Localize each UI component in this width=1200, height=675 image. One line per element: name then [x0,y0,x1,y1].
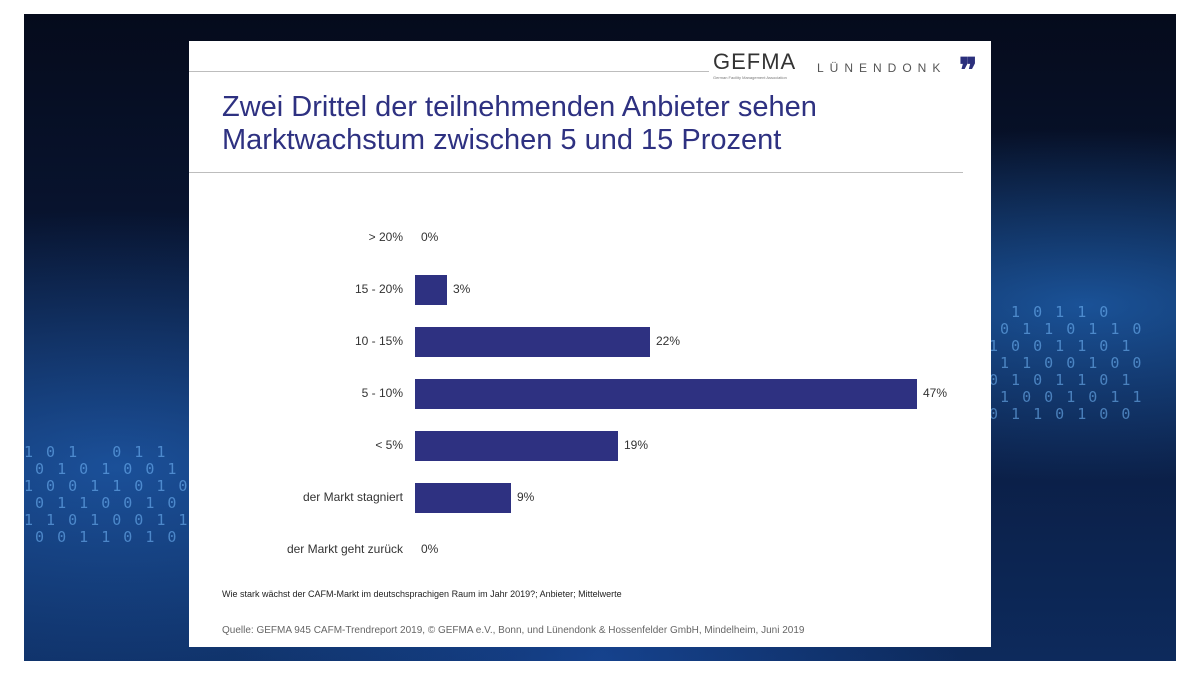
binary-digits-left: 1 0 1 0 1 1 0 1 0 1 0 0 1 1 0 0 1 1 0 1 … [24,443,190,546]
value-label: 47% [923,386,948,400]
value-label: 9% [517,490,535,504]
bar [415,431,618,461]
slide-card: GEFMA German Facility Management Associa… [189,41,991,647]
title-line-2: Marktwachstum zwischen 5 und 15 Prozent [222,124,782,156]
gefma-logo: GEFMA [713,49,797,74]
category-label: > 20% [368,230,403,244]
value-label: 0% [421,542,439,556]
lunendonk-quote-icon: ❞ [959,51,978,91]
bar [415,483,511,513]
category-label: < 5% [375,438,403,452]
value-label: 3% [453,282,471,296]
bar [415,379,917,409]
value-label: 19% [624,438,649,452]
source-note: Quelle: GEFMA 945 CAFM-Trendreport 2019,… [222,625,805,636]
category-label: 10 - 15% [354,334,403,348]
binary-digits-right: 1 0 1 1 0 0 1 1 0 1 1 0 1 0 0 1 1 0 1 1 … [989,303,1144,423]
value-label: 0% [421,230,439,244]
category-label: 15 - 20% [354,282,403,296]
value-label: 22% [656,334,681,348]
bar [415,327,650,357]
header-rule [189,71,709,72]
bar [415,275,447,305]
title-rule [189,172,963,173]
survey-question: Wie stark wächst der CAFM-Markt im deuts… [222,589,622,599]
slide-title: Zwei Drittel der teilnehmenden Anbieter … [222,91,962,157]
category-label: der Markt stagniert [302,490,403,504]
gefma-logo-subtitle: German Facility Management Association [713,75,787,80]
title-line-1: Zwei Drittel der teilnehmenden Anbieter … [222,91,817,123]
category-label: der Markt geht zurück [286,542,403,556]
category-label: 5 - 10% [361,386,403,400]
lunendonk-logo: LÜNENDONK [817,61,947,75]
